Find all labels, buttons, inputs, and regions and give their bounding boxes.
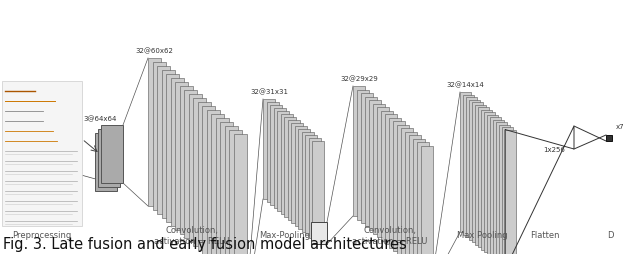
Bar [101, 125, 123, 183]
Bar [157, 66, 170, 214]
Bar [405, 132, 417, 254]
Bar [225, 126, 237, 254]
Bar [273, 108, 285, 208]
Bar [478, 107, 489, 247]
Bar [202, 106, 215, 254]
Bar [475, 104, 486, 245]
Bar [484, 112, 495, 252]
Bar [216, 118, 228, 254]
Bar [463, 94, 474, 234]
Text: 32@60x62: 32@60x62 [136, 47, 173, 54]
Bar [166, 74, 179, 222]
Bar [189, 94, 202, 242]
Text: 3@64x64: 3@64x64 [83, 116, 116, 122]
Bar [270, 105, 282, 205]
Bar [397, 124, 409, 254]
Text: Convolution,
activation = RELU: Convolution, activation = RELU [352, 226, 428, 246]
Bar [229, 130, 242, 254]
Bar [487, 115, 498, 254]
Bar [417, 142, 429, 254]
Bar [606, 135, 612, 141]
Bar [502, 127, 513, 254]
Text: Convolution,
activation = RELU: Convolution, activation = RELU [154, 226, 230, 246]
Bar [220, 122, 233, 254]
Bar [311, 222, 327, 244]
Text: 1x256: 1x256 [543, 147, 565, 153]
Bar [2, 81, 82, 226]
Text: Flatten: Flatten [531, 231, 560, 241]
Bar [373, 103, 385, 233]
Bar [369, 100, 381, 230]
Bar [469, 100, 480, 240]
Bar [460, 92, 471, 232]
Bar [499, 124, 510, 254]
Bar [152, 62, 166, 210]
Bar [95, 133, 117, 191]
Bar [287, 120, 300, 220]
Bar [393, 121, 405, 251]
Bar [305, 135, 317, 235]
Bar [496, 122, 507, 254]
Bar [170, 78, 184, 226]
Bar [312, 141, 324, 241]
Bar [161, 70, 175, 218]
Bar [493, 119, 504, 254]
Bar [377, 107, 389, 237]
Bar [361, 93, 373, 223]
Bar [409, 135, 421, 254]
Bar [175, 82, 188, 230]
Bar [472, 102, 483, 242]
Bar [277, 111, 289, 211]
Text: Preprocessing: Preprocessing [12, 231, 72, 241]
Bar [184, 90, 197, 238]
Bar [263, 99, 275, 199]
Bar [385, 114, 397, 244]
Text: Fig. 3. Late fusion and early fusion model architectures: Fig. 3. Late fusion and early fusion mod… [3, 237, 407, 252]
Bar [193, 98, 206, 246]
Text: Max-Pooling: Max-Pooling [259, 231, 310, 241]
Text: Max Pooling: Max Pooling [457, 231, 508, 241]
Bar [504, 253, 518, 254]
Bar [413, 138, 425, 254]
Bar [207, 110, 220, 254]
Bar [308, 138, 321, 238]
Bar [291, 123, 303, 223]
Bar [294, 126, 307, 226]
Bar [357, 89, 369, 219]
Bar [98, 129, 120, 187]
Text: 32@14x14: 32@14x14 [447, 82, 484, 88]
Text: x7: x7 [616, 124, 625, 130]
Bar [401, 128, 413, 254]
Text: 32@31x31: 32@31x31 [250, 88, 288, 95]
Bar [421, 146, 433, 254]
Bar [234, 134, 246, 254]
Bar [481, 109, 492, 249]
Bar [211, 114, 224, 254]
Bar [198, 102, 211, 250]
Bar [381, 110, 393, 241]
Bar [389, 118, 401, 247]
Bar [266, 102, 278, 202]
Bar [505, 130, 516, 254]
Bar [353, 86, 365, 216]
Bar [301, 132, 314, 232]
Bar [466, 97, 477, 237]
Bar [365, 97, 377, 227]
Text: 32@29x29: 32@29x29 [340, 75, 378, 82]
Bar [179, 86, 193, 234]
Bar [280, 114, 292, 214]
Text: D: D [607, 231, 613, 241]
Bar [284, 117, 296, 217]
Bar [490, 117, 501, 254]
Bar [298, 129, 310, 229]
Bar [148, 58, 161, 206]
